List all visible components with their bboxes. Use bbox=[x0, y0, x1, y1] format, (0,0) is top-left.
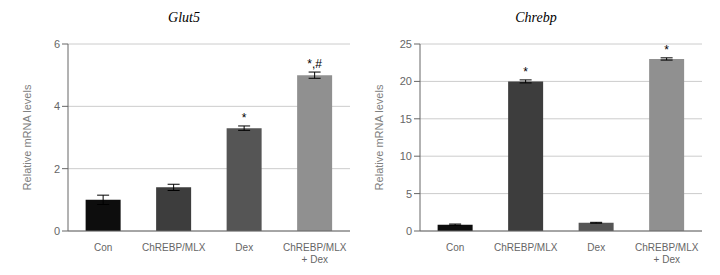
svg-text:2: 2 bbox=[54, 163, 60, 175]
svg-text:0: 0 bbox=[54, 225, 60, 237]
svg-text:*: * bbox=[523, 65, 528, 79]
svg-text:Dex: Dex bbox=[235, 242, 253, 253]
svg-text:ChREBP/MLX: ChREBP/MLX bbox=[142, 242, 206, 253]
svg-text:*,#: *,# bbox=[307, 57, 322, 71]
svg-text:ChREBP/MLX+ Dex: ChREBP/MLX+ Dex bbox=[283, 242, 347, 265]
svg-text:15: 15 bbox=[400, 113, 412, 125]
svg-text:25: 25 bbox=[400, 38, 412, 50]
svg-text:Con: Con bbox=[446, 242, 464, 253]
svg-text:Relative mRNA levels: Relative mRNA levels bbox=[21, 84, 33, 190]
svg-text:ChREBP/MLX+ Dex: ChREBP/MLX+ Dex bbox=[635, 242, 699, 265]
svg-text:0: 0 bbox=[406, 225, 412, 237]
svg-text:Dex: Dex bbox=[587, 242, 605, 253]
svg-text:ChREBP/MLX: ChREBP/MLX bbox=[494, 242, 558, 253]
svg-text:Relative mRNA levels: Relative mRNA levels bbox=[373, 84, 385, 190]
svg-text:*: * bbox=[242, 111, 247, 125]
html-text:Chrebp: Chrebp bbox=[515, 10, 557, 25]
svg-text:6: 6 bbox=[54, 38, 60, 50]
html-text:Glut5: Glut5 bbox=[168, 10, 200, 25]
svg-text:10: 10 bbox=[400, 150, 412, 162]
svg-text:5: 5 bbox=[406, 188, 412, 200]
svg-text:20: 20 bbox=[400, 75, 412, 87]
svg-text:Con: Con bbox=[94, 242, 112, 253]
svg-text:4: 4 bbox=[54, 100, 60, 112]
svg-text:*: * bbox=[664, 43, 669, 57]
